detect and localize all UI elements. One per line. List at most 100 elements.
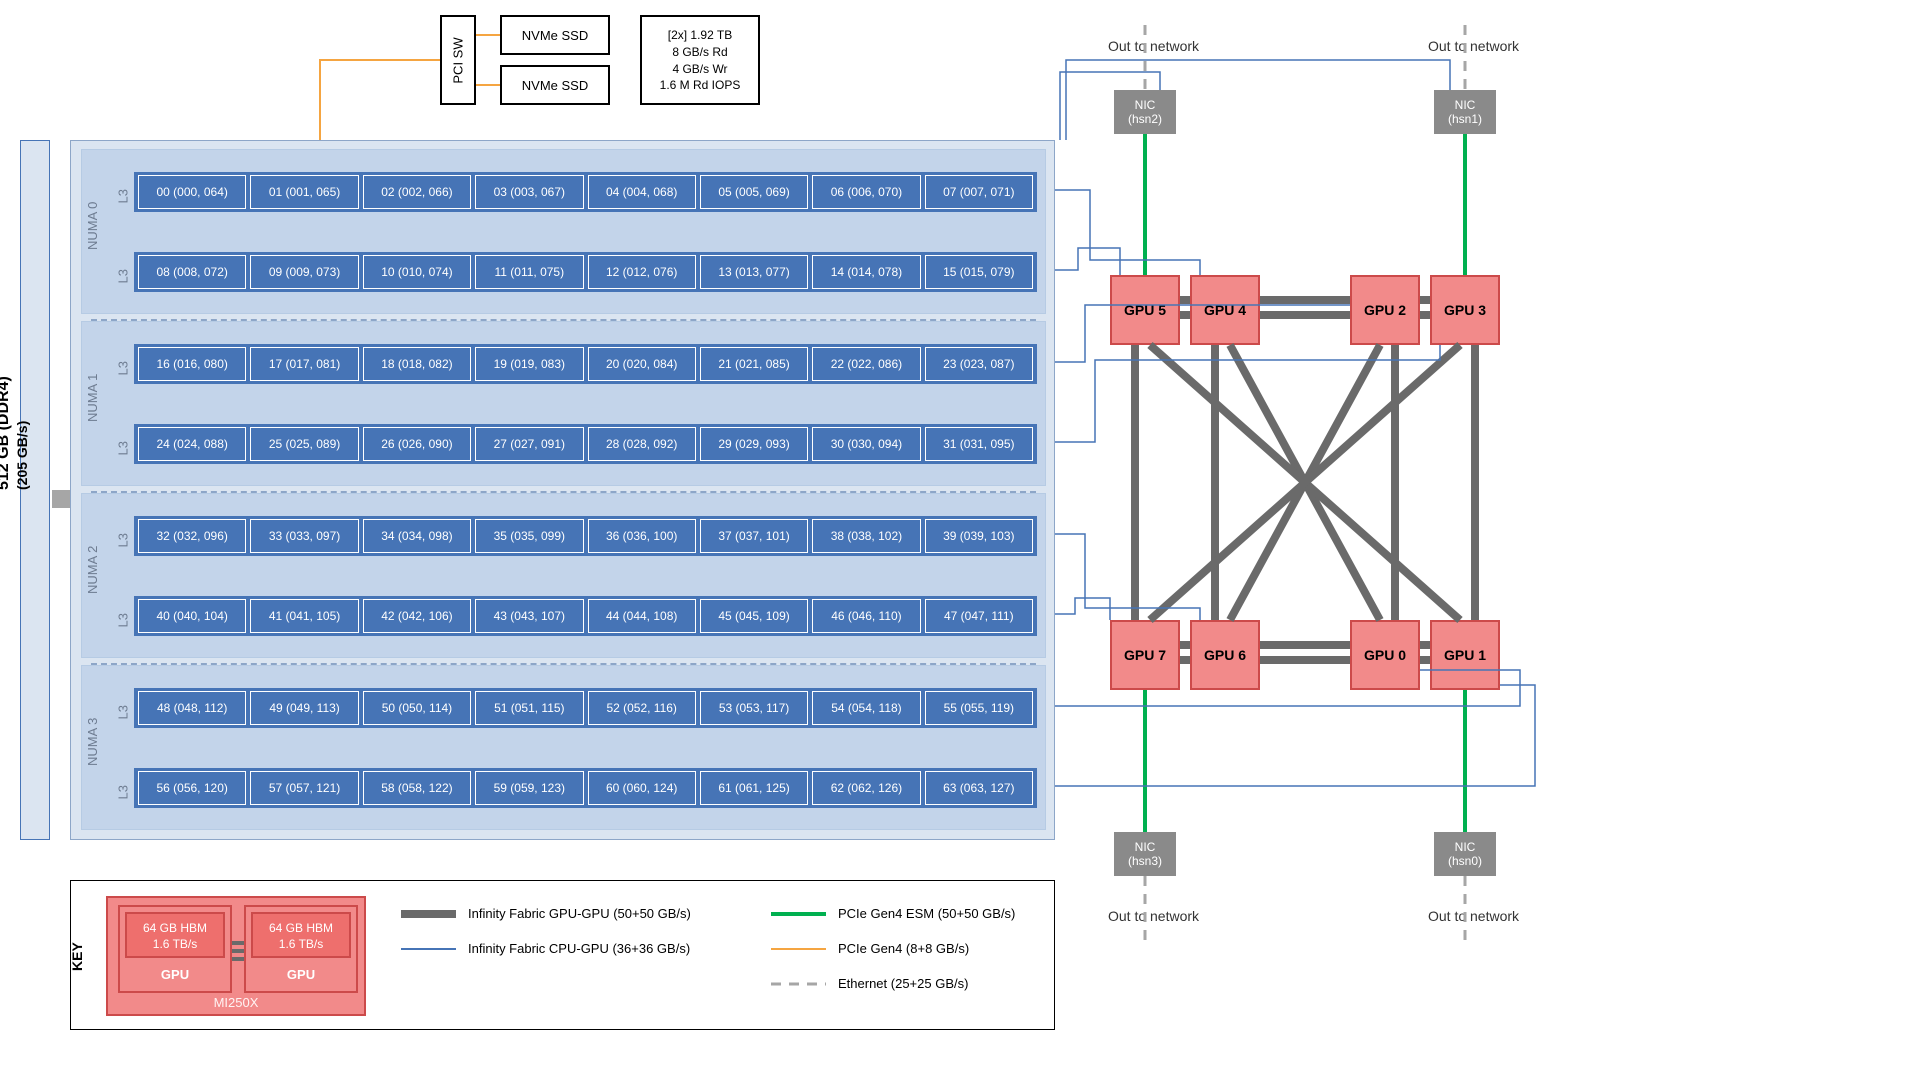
numa-2: NUMA 2 L332 (032, 096)33 (033, 097)34 (03… xyxy=(81,493,1046,658)
core-cell: 57 (057, 121) xyxy=(250,771,358,805)
pci-switch-label: PCI SW xyxy=(451,37,466,83)
core-cell: 63 (063, 127) xyxy=(925,771,1033,805)
gpu-g1: GPU 1 xyxy=(1430,620,1500,690)
l3-label: L3 xyxy=(116,181,131,203)
core-cell: 08 (008, 072) xyxy=(138,255,246,289)
core-cell: 52 (052, 116) xyxy=(588,691,696,725)
nic-hsn3: NIC(hsn3) xyxy=(1114,832,1176,876)
numa-1: NUMA 1 L316 (016, 080)17 (017, 081)18 (01… xyxy=(81,321,1046,486)
core-cell: 41 (041, 105) xyxy=(250,599,358,633)
core-cell: 58 (058, 122) xyxy=(363,771,471,805)
numa-0: NUMA 0 L300 (000, 064)01 (001, 065)02 (00… xyxy=(81,149,1046,314)
legend-text: Ethernet (25+25 GB/s) xyxy=(838,976,968,991)
core-cell: 45 (045, 109) xyxy=(700,599,808,633)
nic-title: NIC xyxy=(1455,840,1476,854)
legend-text: Infinity Fabric CPU-GPU (36+36 GB/s) xyxy=(468,941,690,956)
numa-label: NUMA 0 xyxy=(85,202,100,250)
gpu-g4: GPU 4 xyxy=(1190,275,1260,345)
core-cell: 24 (024, 088) xyxy=(138,427,246,461)
core-cell: 33 (033, 097) xyxy=(250,519,358,553)
core-cell: 15 (015, 079) xyxy=(925,255,1033,289)
core-cell: 36 (036, 100) xyxy=(588,519,696,553)
nic-title: NIC xyxy=(1455,98,1476,112)
core-cell: 23 (023, 087) xyxy=(925,347,1033,381)
l3-row: L316 (016, 080)17 (017, 081)18 (018, 082… xyxy=(112,344,1037,384)
memory-link xyxy=(52,490,70,508)
nic-hsn0: NIC(hsn0) xyxy=(1434,832,1496,876)
l3-row: L340 (040, 104)41 (041, 105)42 (042, 106… xyxy=(112,596,1037,636)
nic-sub: (hsn2) xyxy=(1128,112,1162,126)
gcd-right: 64 GB HBM 1.6 TB/s GPU xyxy=(244,905,358,993)
core-cell: 03 (003, 067) xyxy=(475,175,583,209)
core-cell: 20 (020, 084) xyxy=(588,347,696,381)
out-net-label: Out to network xyxy=(1428,908,1519,924)
numa-3: NUMA 3L348 (048, 112)49 (049, 113)50 (05… xyxy=(81,665,1046,830)
l3-row: L348 (048, 112)49 (049, 113)50 (050, 114… xyxy=(112,688,1037,728)
legend-eth: Ethernet (25+25 GB/s) xyxy=(771,976,968,991)
gpu-g3: GPU 3 xyxy=(1430,275,1500,345)
ssd-spec-line: 1.6 M Rd IOPS xyxy=(646,77,754,94)
hbm-line: 64 GB HBM xyxy=(127,920,223,936)
core-cell: 25 (025, 089) xyxy=(250,427,358,461)
key-title: KEY xyxy=(69,942,85,971)
core-cell: 46 (046, 110) xyxy=(812,599,920,633)
legend-text: PCIe Gen4 ESM (50+50 GB/s) xyxy=(838,906,1015,921)
nic-sub: (hsn1) xyxy=(1448,112,1482,126)
core-cell: 61 (061, 125) xyxy=(700,771,808,805)
core-cell: 04 (004, 068) xyxy=(588,175,696,209)
legend-text: Infinity Fabric GPU-GPU (50+50 GB/s) xyxy=(468,906,691,921)
l3-row: L356 (056, 120)57 (057, 121)58 (058, 122… xyxy=(112,768,1037,808)
core-cell: 59 (059, 123) xyxy=(475,771,583,805)
l3-row: L300 (000, 064)01 (001, 065)02 (002, 066… xyxy=(112,172,1037,212)
ssd-1: NVMe SSD xyxy=(500,65,610,105)
ssd-0: NVMe SSD xyxy=(500,15,610,55)
nic-sub: (hsn0) xyxy=(1448,854,1482,868)
out-net-label: Out to network xyxy=(1108,908,1199,924)
core-cell: 10 (010, 074) xyxy=(363,255,471,289)
core-cell: 51 (051, 115) xyxy=(475,691,583,725)
core-cell: 01 (001, 065) xyxy=(250,175,358,209)
memory-title: 512 GB (DDR4) xyxy=(0,376,13,490)
out-net-label: Out to network xyxy=(1428,38,1519,54)
core-group: 16 (016, 080)17 (017, 081)18 (018, 082)1… xyxy=(134,344,1037,384)
core-cell: 44 (044, 108) xyxy=(588,599,696,633)
core-cell: 47 (047, 111) xyxy=(925,599,1033,633)
core-cell: 17 (017, 081) xyxy=(250,347,358,381)
core-cell: 43 (043, 107) xyxy=(475,599,583,633)
core-group: 40 (040, 104)41 (041, 105)42 (042, 106)4… xyxy=(134,596,1037,636)
core-cell: 29 (029, 093) xyxy=(700,427,808,461)
l3-label: L3 xyxy=(116,697,131,719)
core-cell: 13 (013, 077) xyxy=(700,255,808,289)
core-group: 00 (000, 064)01 (001, 065)02 (002, 066)0… xyxy=(134,172,1037,212)
numa-separator xyxy=(91,491,1036,493)
memory-bar xyxy=(20,140,50,840)
gpu-g0: GPU 0 xyxy=(1350,620,1420,690)
gcd-gpu-label: GPU xyxy=(246,967,356,982)
core-cell: 55 (055, 119) xyxy=(925,691,1033,725)
core-cell: 62 (062, 126) xyxy=(812,771,920,805)
numa-label: NUMA 2 xyxy=(85,546,100,594)
gcd-left: 64 GB HBM 1.6 TB/s GPU xyxy=(118,905,232,993)
core-group: 56 (056, 120)57 (057, 121)58 (058, 122)5… xyxy=(134,768,1037,808)
core-cell: 60 (060, 124) xyxy=(588,771,696,805)
gcd-gpu-label: GPU xyxy=(120,967,230,982)
nic-sub: (hsn3) xyxy=(1128,854,1162,868)
hbm-line: 1.6 TB/s xyxy=(253,936,349,952)
l3-row: L332 (032, 096)33 (033, 097)34 (034, 098… xyxy=(112,516,1037,556)
core-group: 08 (008, 072)09 (009, 073)10 (010, 074)1… xyxy=(134,252,1037,292)
l3-row: L308 (008, 072)09 (009, 073)10 (010, 074… xyxy=(112,252,1037,292)
numa-separator xyxy=(91,663,1036,665)
l3-label: L3 xyxy=(116,605,131,627)
legend-text: PCIe Gen4 (8+8 GB/s) xyxy=(838,941,969,956)
memory-bw: (205 GB/s) xyxy=(14,421,30,490)
core-cell: 18 (018, 082) xyxy=(363,347,471,381)
core-cell: 38 (038, 102) xyxy=(812,519,920,553)
nic-hsn1: NIC(hsn1) xyxy=(1434,90,1496,134)
gpu-g6: GPU 6 xyxy=(1190,620,1260,690)
core-cell: 56 (056, 120) xyxy=(138,771,246,805)
numa-label: NUMA 1 xyxy=(85,374,100,422)
core-cell: 12 (012, 076) xyxy=(588,255,696,289)
nic-hsn2: NIC(hsn2) xyxy=(1114,90,1176,134)
l3-label: L3 xyxy=(116,525,131,547)
core-group: 24 (024, 088)25 (025, 089)26 (026, 090)2… xyxy=(134,424,1037,464)
